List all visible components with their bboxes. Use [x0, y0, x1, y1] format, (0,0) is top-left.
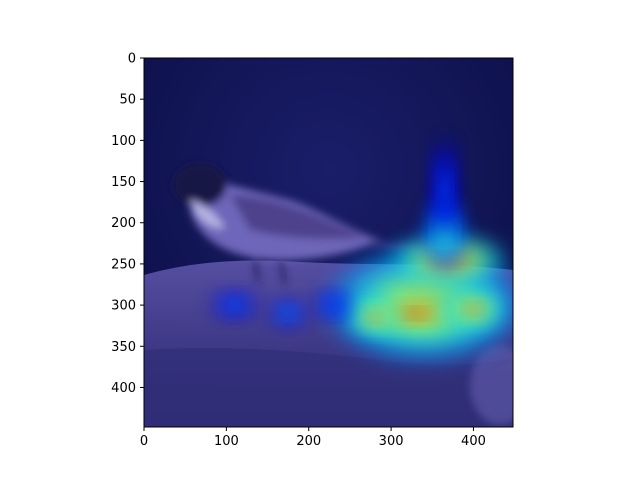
axes-frame	[143, 57, 514, 428]
y-tick-label-100: 100	[111, 134, 136, 149]
y-tick-label-300: 300	[111, 299, 136, 314]
x-axis: 0 100 200 300 400	[140, 427, 486, 449]
x-tick-label-200: 200	[296, 434, 321, 449]
x-tick-label-100: 100	[214, 434, 239, 449]
plot-area	[144, 58, 513, 427]
heat-spot-9-4	[330, 302, 337, 308]
heat-spot-2-4	[466, 305, 481, 314]
y-tick-label-0: 0	[128, 52, 136, 67]
x-tick-label-0: 0	[140, 434, 148, 449]
heat-spot-8-4	[284, 310, 292, 316]
bird-silhouette	[173, 163, 420, 285]
x-tick-label-400: 400	[461, 434, 486, 449]
y-tick-label-50: 50	[119, 93, 136, 108]
heat-spot-7-4	[230, 302, 239, 308]
x-tick-label-300: 300	[379, 434, 404, 449]
heat-overlay	[214, 140, 513, 363]
y-tick-label-400: 400	[111, 381, 136, 396]
y-tick-label-150: 150	[111, 175, 136, 190]
y-tick-label-350: 350	[111, 340, 136, 355]
pebble-right	[470, 345, 513, 425]
y-tick-label-200: 200	[111, 216, 136, 231]
y-axis: 0 50 100 150 200 250 300 350 400	[111, 52, 144, 396]
heat-spot-6-4	[442, 179, 448, 200]
rock-lower	[144, 348, 513, 427]
y-tick-label-250: 250	[111, 257, 136, 272]
heat-spot-3-4	[369, 314, 380, 321]
heat-spot-1-4	[404, 309, 428, 318]
